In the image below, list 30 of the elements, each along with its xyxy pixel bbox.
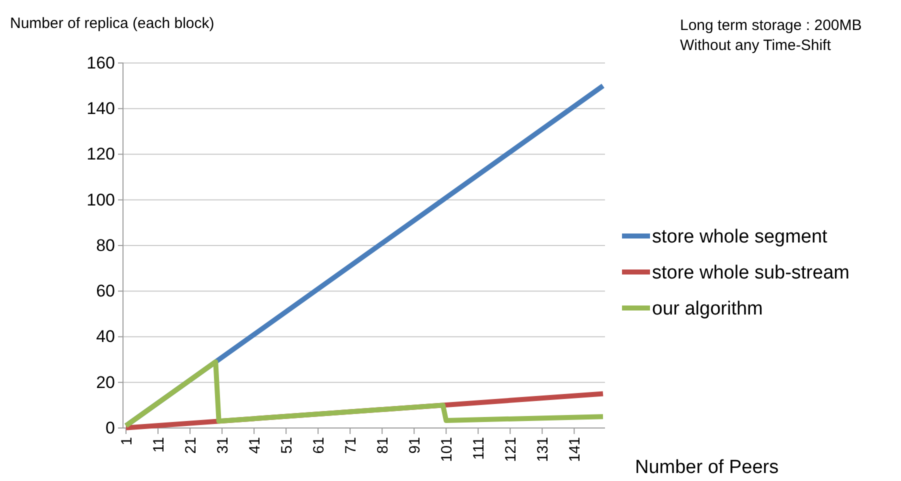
y-tick-label: 40 [96,327,115,346]
y-tick-label: 60 [96,282,115,301]
y-tick-label: 80 [96,236,115,255]
x-tick-label: 11 [150,437,168,453]
legend-label: store whole segment [652,226,828,248]
y-tick-label: 100 [86,190,115,210]
x-tick-label: 41 [246,437,264,454]
x-tick-label: 121 [502,437,520,462]
legend-label: our algorithm [652,298,763,320]
y-tick-label: 160 [86,53,115,72]
y-tick-label: 0 [106,418,115,438]
x-tick-label: 51 [278,437,296,454]
x-tick-label: 131 [534,437,552,462]
y-tick-label: 20 [96,372,115,392]
x-tick-label: 81 [374,437,392,454]
x-axis-title: Number of Peers [635,457,779,478]
x-tick-label: 101 [438,437,456,462]
y-axis-title: Number of replica (each block) [10,15,214,32]
x-tick-label: 1 [118,437,136,446]
x-tick-label: 141 [566,437,584,462]
y-tick-label: 120 [86,144,115,164]
y-tick-label: 140 [86,99,115,118]
x-tick-label: 71 [342,437,360,454]
x-tick-label: 31 [214,437,232,454]
x-tick-label: 111 [470,437,488,460]
text: Long term storage : 200MB Without any Time-Shift [680,17,862,54]
x-tick-label: 21 [182,437,200,454]
legend-label: store whole sub-stream [652,262,850,284]
x-tick-label: 91 [406,437,424,454]
x-tick-label: 61 [310,437,328,454]
